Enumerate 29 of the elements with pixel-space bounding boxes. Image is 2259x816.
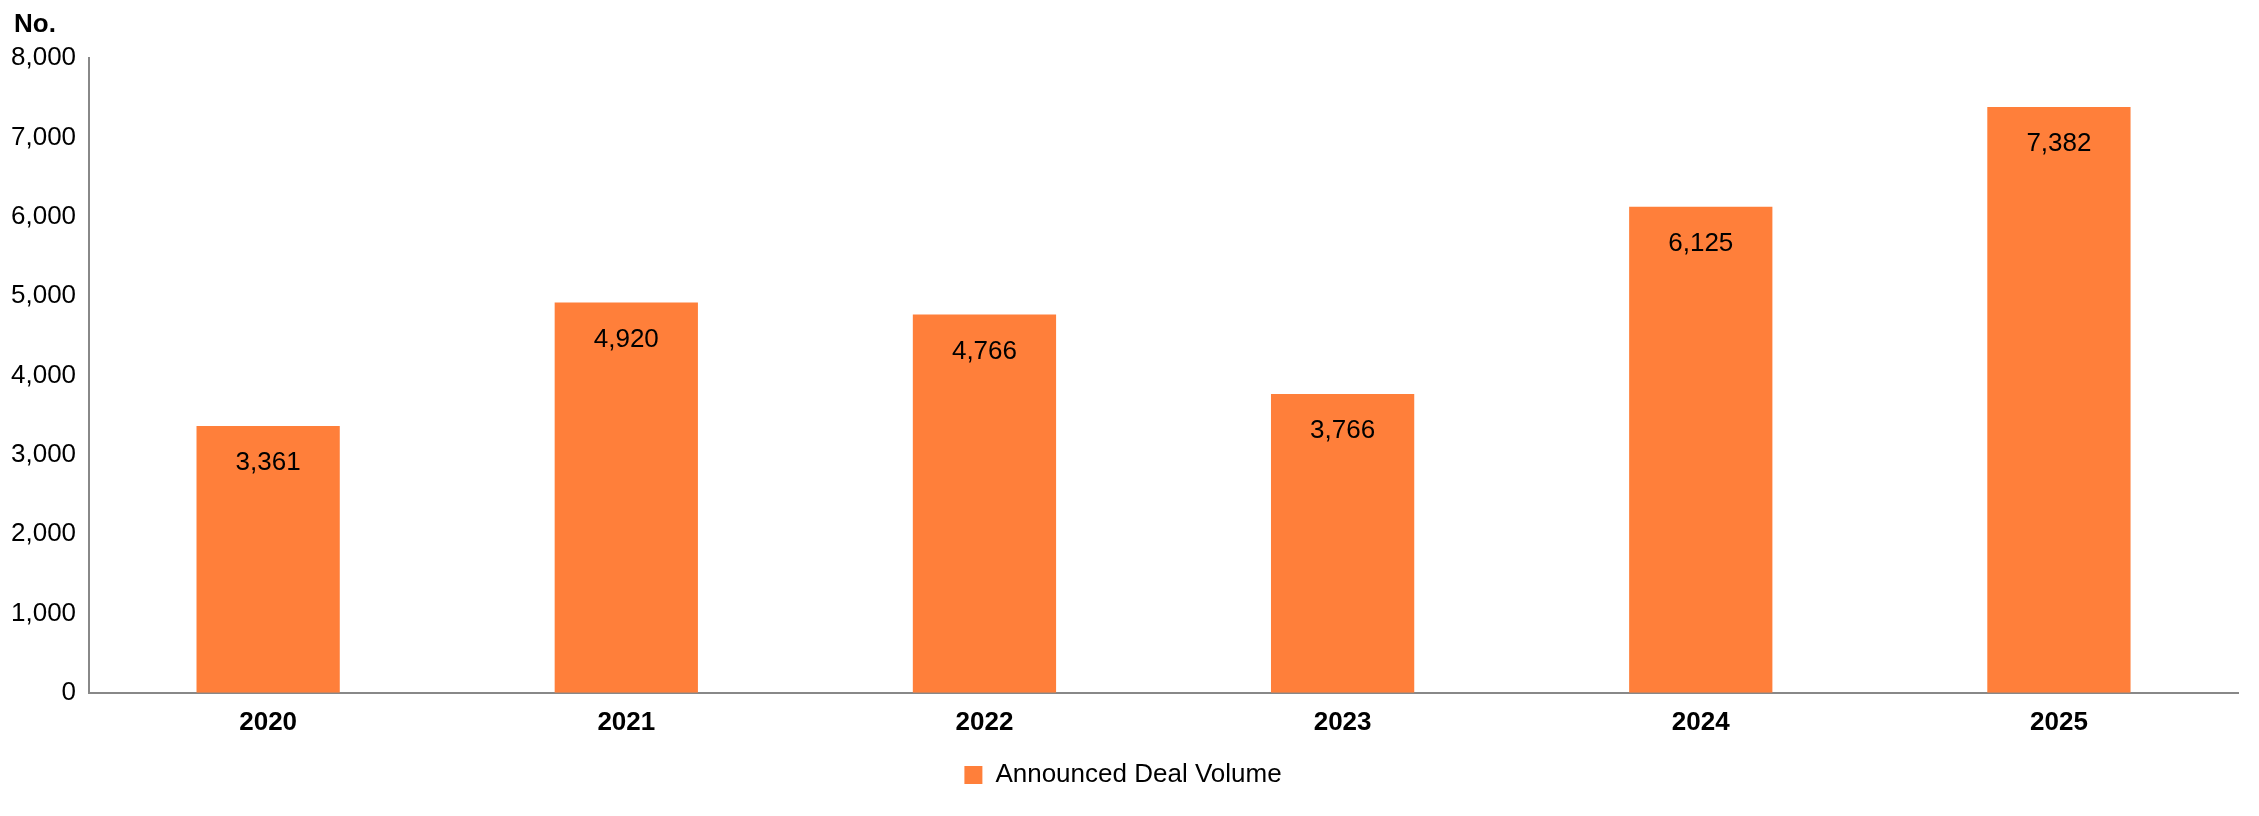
data-label: 6,125: [1668, 226, 1734, 257]
x-tick-label: 2023: [1313, 705, 1372, 736]
y-tick-label: 3,000: [10, 437, 77, 468]
x-tick-label: 2024: [1671, 705, 1731, 736]
bar: [1629, 206, 1773, 693]
data-label: 4,920: [593, 322, 659, 353]
bar: [912, 314, 1057, 693]
y-tick-label: 6,000: [10, 199, 77, 230]
data-label: 4,766: [951, 334, 1017, 365]
x-tick-label: 2020: [239, 705, 298, 736]
y-tick-label: 2,000: [10, 517, 77, 548]
x-tick-label: 2025: [2030, 705, 2088, 736]
x-tick-label: 2022: [955, 705, 1014, 736]
x-tick-label: 2021: [597, 705, 656, 736]
bar: [1987, 107, 2131, 693]
y-tick-label: 8,000: [10, 41, 77, 72]
bar: [196, 426, 340, 693]
bar: [554, 302, 698, 693]
y-axis-title: No.: [14, 8, 56, 39]
y-tick-label: 5,000: [10, 279, 77, 310]
data-label: 3,766: [1310, 414, 1376, 445]
y-tick-label: 4,000: [10, 358, 77, 389]
y-tick-label: 1,000: [10, 596, 77, 627]
data-label: 7,382: [2026, 127, 2092, 158]
bar: [1270, 393, 1415, 693]
y-tick-label: 0: [61, 675, 77, 706]
legend-label: Announced Deal Volume: [995, 758, 1282, 789]
data-label: 3,361: [235, 446, 301, 477]
y-tick-label: 7,000: [10, 120, 77, 151]
